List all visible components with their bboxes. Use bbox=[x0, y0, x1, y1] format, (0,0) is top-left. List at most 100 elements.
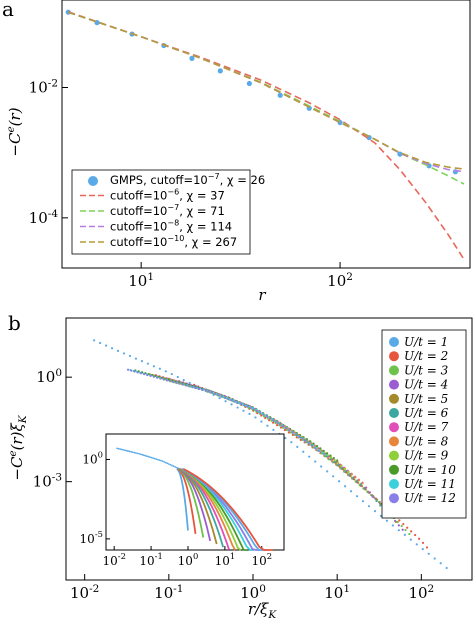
panel-a-series bbox=[65, 9, 465, 260]
inset-trunk-point bbox=[138, 452, 140, 455]
data-point-u12 bbox=[281, 424, 285, 428]
data-point-u12 bbox=[314, 447, 317, 450]
inset-trunk-point bbox=[139, 453, 142, 456]
legend-marker bbox=[389, 379, 399, 390]
data-point-u2 bbox=[421, 541, 425, 544]
data-point-u12 bbox=[126, 368, 130, 371]
legend-entry: cutoff=10−8​, χ = 114 bbox=[110, 219, 232, 234]
data-point-u10 bbox=[309, 440, 312, 443]
data-point-u12 bbox=[143, 373, 146, 376]
data-point-u1 bbox=[433, 557, 436, 560]
data-point-u1 bbox=[427, 552, 430, 555]
data-point-u12 bbox=[152, 375, 155, 378]
data-point-u1 bbox=[188, 381, 191, 385]
legend-entry: U/t = 9 bbox=[404, 449, 449, 463]
legend-marker bbox=[389, 450, 399, 461]
data-point-u12 bbox=[220, 395, 223, 398]
data-point-u5 bbox=[349, 474, 352, 478]
data-point-u12 bbox=[285, 427, 288, 430]
data-point-u1 bbox=[134, 357, 138, 360]
inset-xtick-label: 10-1 bbox=[139, 551, 162, 568]
legend-entry: U/t = 8 bbox=[404, 434, 449, 448]
data-point-u12 bbox=[146, 373, 149, 377]
inset-trunk-point bbox=[144, 454, 147, 457]
panel-a-letter: a bbox=[2, 0, 14, 21]
legend-entry: U/t = 5 bbox=[404, 392, 448, 406]
inset-trunk-point bbox=[169, 463, 172, 466]
inset-trunk-point bbox=[125, 449, 128, 452]
data-point-u12 bbox=[265, 415, 268, 418]
data-point-u12 bbox=[191, 386, 194, 389]
data-point-u1 bbox=[242, 409, 245, 412]
data-point-u3 bbox=[404, 528, 407, 532]
data-point-u2 bbox=[295, 436, 298, 439]
data-point-u7 bbox=[368, 491, 372, 494]
data-point-u5 bbox=[360, 485, 364, 488]
data-point-u1 bbox=[158, 367, 161, 370]
legend-entry: U/t = 12 bbox=[404, 491, 456, 505]
data-point-u2 bbox=[283, 428, 287, 432]
inset-trunk-point bbox=[128, 450, 131, 453]
data-point-u9 bbox=[336, 461, 340, 464]
data-point-u12 bbox=[239, 402, 243, 406]
data-point-u1 bbox=[302, 450, 305, 453]
data-point-u12 bbox=[194, 386, 197, 390]
data-point-u5 bbox=[394, 520, 398, 523]
legend-marker bbox=[389, 365, 399, 376]
data-point-u1 bbox=[224, 400, 227, 403]
cutoff-line-3 bbox=[67, 11, 465, 173]
gmps-point bbox=[246, 80, 252, 87]
data-point-u12 bbox=[188, 385, 191, 388]
data-point-u12 bbox=[249, 406, 252, 409]
legend-marker bbox=[389, 408, 399, 418]
data-point-u1 bbox=[254, 416, 257, 419]
legend-marker bbox=[389, 337, 399, 347]
data-point-u1 bbox=[385, 519, 389, 522]
gmps-point bbox=[277, 92, 283, 98]
inset-curve-14 bbox=[183, 468, 273, 551]
data-point-u11 bbox=[231, 399, 235, 402]
data-point-u5 bbox=[357, 481, 360, 484]
panel-a-xtick-label: 101 bbox=[128, 271, 154, 290]
data-point-u2 bbox=[425, 546, 429, 549]
data-point-u9 bbox=[330, 456, 333, 459]
inset-trunk-point bbox=[171, 464, 173, 467]
panel-a-xtick-label: 102 bbox=[327, 271, 353, 290]
data-point-u11 bbox=[228, 397, 231, 401]
data-point-u3 bbox=[400, 524, 403, 528]
data-point-u3 bbox=[327, 458, 331, 461]
data-point-u1 bbox=[338, 480, 341, 483]
data-point-u2 bbox=[410, 530, 413, 533]
inset-curve-1 bbox=[176, 468, 189, 531]
data-point-u12 bbox=[136, 371, 139, 374]
data-point-u10 bbox=[329, 454, 332, 457]
data-point-u12 bbox=[310, 444, 314, 447]
data-point-u1 bbox=[99, 341, 102, 345]
legend-entry: U/t = 6 bbox=[404, 406, 449, 420]
legend-marker bbox=[389, 351, 399, 362]
inset-trunk-point bbox=[160, 459, 162, 462]
data-point-u12 bbox=[236, 401, 239, 404]
data-point-u12 bbox=[210, 391, 214, 394]
data-point-u9 bbox=[333, 459, 336, 462]
data-point-u2 bbox=[291, 433, 294, 437]
data-point-u12 bbox=[156, 376, 159, 379]
data-point-u1 bbox=[361, 500, 365, 503]
inset-xtick-label: 100 bbox=[178, 551, 199, 568]
data-point-u12 bbox=[304, 439, 307, 442]
data-point-u8 bbox=[357, 479, 361, 482]
data-point-u1 bbox=[373, 510, 377, 513]
data-point-u3 bbox=[289, 431, 292, 434]
inset-trunk-point bbox=[158, 459, 161, 462]
data-point-u10 bbox=[312, 442, 315, 445]
data-point-u8 bbox=[361, 482, 364, 485]
data-point-u12 bbox=[272, 419, 275, 422]
data-point-u12 bbox=[294, 433, 297, 436]
legend-entry: U/t = 4 bbox=[404, 378, 448, 392]
data-point-u1 bbox=[248, 412, 251, 415]
legend-marker bbox=[389, 393, 399, 404]
panel-a-ytick-label: 10-4 bbox=[29, 208, 59, 227]
panel-b-xtick-label: 101 bbox=[324, 583, 350, 602]
inset-trunk-point bbox=[145, 455, 148, 458]
inset-trunk-point bbox=[136, 452, 139, 455]
